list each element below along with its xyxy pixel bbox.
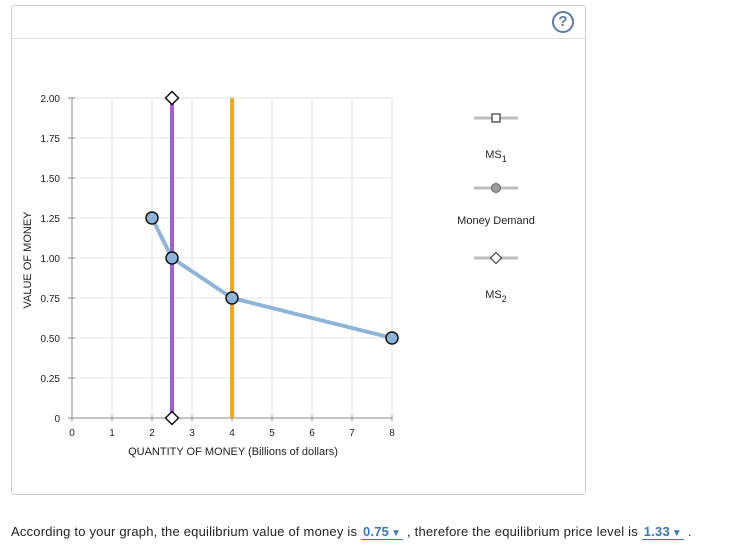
y-tick-label: 2.00 <box>41 94 61 105</box>
y-tick-label: 0 <box>54 414 60 425</box>
chevron-down-icon: ▼ <box>671 528 682 539</box>
legend-label-main: MS <box>485 289 502 301</box>
x-tick-label: 4 <box>229 428 235 439</box>
tick-labels: 0 1 2 3 4 5 6 7 8 0 0.25 0.50 0.75 1.00 1.25 1.50 1.75 2.… <box>41 94 396 439</box>
equilibrium-value-selected: 0.75 <box>362 524 390 539</box>
legend-label: Money Demand <box>457 215 535 227</box>
x-tick-label: 8 <box>389 428 395 439</box>
legend-circle-icon <box>491 183 501 193</box>
y-tick-label: 1.75 <box>41 134 61 145</box>
legend-item[interactable]: MS2 <box>474 251 518 305</box>
x-tick-label: 7 <box>349 428 355 439</box>
legend-diamond-icon <box>489 251 503 265</box>
y-tick-label: 0.50 <box>41 334 61 345</box>
legend-label: MS2 <box>485 289 507 304</box>
panel-header: ? <box>12 6 585 39</box>
y-tick-label: 1.00 <box>41 254 61 265</box>
question-text-3: . <box>687 524 692 539</box>
x-tick-label: 3 <box>189 428 195 439</box>
series <box>145 90 399 426</box>
legend-item[interactable]: MS1 <box>474 113 518 164</box>
y-tick-label: 0.25 <box>41 374 61 385</box>
money-demand-point[interactable] <box>165 251 179 265</box>
y-axis-title: VALUE OF MONEY <box>22 211 34 309</box>
ms2-endpoint[interactable] <box>164 90 180 106</box>
x-tick-label: 2 <box>149 428 155 439</box>
chevron-down-icon: ▼ <box>391 528 402 539</box>
help-icon[interactable]: ? <box>552 11 574 33</box>
question-sentence: According to your graph, the equilibrium… <box>11 524 692 540</box>
question-text-2: , therefore the equilibrium price level … <box>407 524 638 539</box>
graph-panel: ? <box>11 5 586 495</box>
question-text-1: According to your graph, the equilibrium… <box>11 524 358 539</box>
legend-label-main: Money Demand <box>457 215 535 227</box>
legend-label-subscript: 1 <box>502 154 507 164</box>
x-axis-title: QUANTITY OF MONEY (Billions of dollars) <box>128 446 338 458</box>
money-market-chart[interactable]: 0 1 2 3 4 5 6 7 8 0 0.25 0.50 0.75 1.00 1.25 1.50 1.75 2.… <box>0 0 751 500</box>
equilibrium-price-selected: 1.33 <box>643 524 670 539</box>
ms2-endpoint[interactable] <box>164 410 180 426</box>
money-demand-point[interactable] <box>385 331 399 345</box>
legend-label: MS1 <box>485 149 507 164</box>
x-tick-label: 1 <box>109 428 115 439</box>
y-tick-label: 0.75 <box>41 294 61 305</box>
x-tick-label: 0 <box>69 428 75 439</box>
equilibrium-price-dropdown[interactable]: 1.33 ▼ <box>641 524 684 540</box>
money-demand-curve[interactable] <box>150 217 393 340</box>
y-tick-label: 1.25 <box>41 214 61 225</box>
legend-label-subscript: 2 <box>502 294 507 304</box>
x-tick-label: 6 <box>309 428 315 439</box>
equilibrium-value-dropdown[interactable]: 0.75 ▼ <box>360 524 404 540</box>
legend-square-icon <box>491 113 501 123</box>
money-demand-point[interactable] <box>145 211 159 225</box>
legend-item[interactable]: Money Demand <box>457 183 535 228</box>
money-demand-point[interactable] <box>225 291 239 305</box>
x-tick-label: 5 <box>269 428 275 439</box>
y-tick-label: 1.50 <box>41 174 61 185</box>
legend-label-main: MS <box>485 149 502 161</box>
